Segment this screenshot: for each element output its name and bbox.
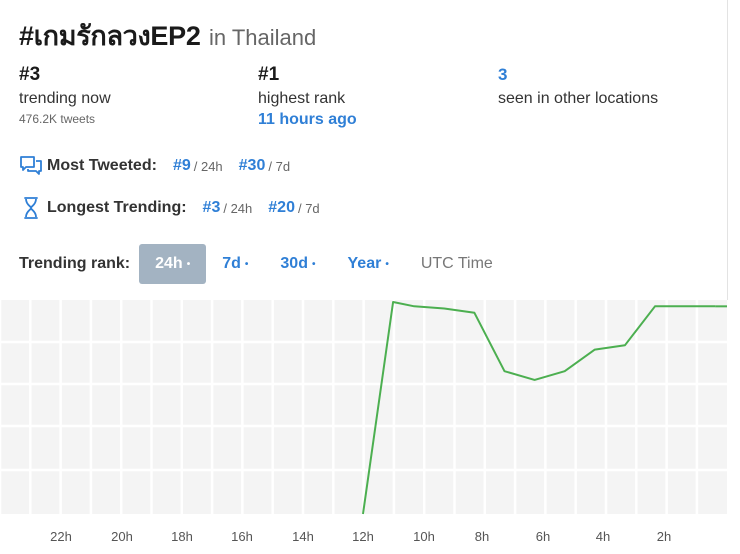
longest-trending-row: Longest Trending: #3 / 24h #20 / 7d [19,196,336,220]
chart-x-tick-label: 8h [475,529,489,544]
location-label: in Thailand [209,25,317,50]
most-tweeted-24h-period: / 24h [193,158,223,174]
tweet-count: 476.2K tweets [19,112,96,126]
chart-series-line [362,301,716,515]
trending-rank-chart: 22h 20h 18h 16h 14h 12h 10h 8h 6h 4h 2h [0,300,727,544]
trending-now-label: trending now [19,90,111,107]
chat-bubbles-icon [19,154,43,178]
stat-other-locations: 3 seen in other locations [498,62,658,110]
stat-trending-now: #3 trending now 476.2K tweets [19,62,111,126]
chart-x-tick-label: 4h [596,529,610,544]
other-locations-link[interactable]: 3 [498,65,508,84]
most-tweeted-7d-period: / 7d [268,158,291,174]
chart-x-tick-label: 16h [231,529,253,544]
tab-7d-label: 7d [222,255,241,272]
chart-x-tick-label: 22h [50,529,72,544]
page-title: #เกมรักลวงEP2 in Thailand [19,14,316,57]
tab-year-label: Year [347,255,382,272]
tab-30d-dot: • [311,258,316,270]
most-tweeted-label: Most Tweeted: [47,157,157,174]
trending-now-value: #3 [19,64,41,85]
chart-x-tick-label: 20h [111,529,133,544]
most-tweeted-7d-link[interactable]: #30 [238,157,266,174]
longest-trending-7d-period: / 7d [297,200,320,216]
tab-24h-label: 24h [155,255,183,272]
trending-rank-tabs: Trending rank: 24h • 7d • 30d • Year • U… [19,244,509,284]
chart-x-tick-label: 18h [171,529,193,544]
tab-30d-label: 30d [280,255,308,272]
longest-trending-label: Longest Trending: [47,199,187,216]
tab-30d[interactable]: 30d • [264,244,331,284]
tab-7d-dot: • [244,258,249,270]
utc-time-toggle[interactable]: UTC Time [420,255,493,272]
tab-year-dot: • [385,258,389,270]
chart-x-tick-label: 12h [352,529,374,544]
most-tweeted-24h-link[interactable]: #9 [172,157,191,174]
longest-trending-24h-period: / 24h [223,200,253,216]
highest-rank-time-link[interactable]: 11 hours ago [258,111,357,128]
most-tweeted-row: Most Tweeted: #9 / 24h #30 / 7d [19,154,306,178]
panel-divider [727,0,728,300]
tab-7d[interactable]: 7d • [206,244,264,284]
longest-trending-7d-link[interactable]: #20 [268,199,295,216]
chart-x-tick-label: 14h [292,529,314,544]
highest-rank-value: #1 [258,64,280,85]
hashtag-title: #เกมรักลวงEP2 [19,21,201,51]
other-locations-label: seen in other locations [498,90,659,107]
tab-year[interactable]: Year • [332,244,405,284]
stat-highest-rank: #1 highest rank 11 hours ago [258,62,357,130]
chart-x-tick-label: 10h [413,529,435,544]
highest-rank-label: highest rank [258,90,346,107]
chart-x-tick-label: 2h [657,529,671,544]
tab-24h-dot: • [186,258,191,270]
longest-trending-24h-link[interactable]: #3 [202,199,221,216]
hourglass-icon [19,196,43,220]
tab-24h[interactable]: 24h • [139,244,207,284]
trending-rank-label: Trending rank: [19,255,131,272]
chart-x-tick-label: 6h [536,529,550,544]
